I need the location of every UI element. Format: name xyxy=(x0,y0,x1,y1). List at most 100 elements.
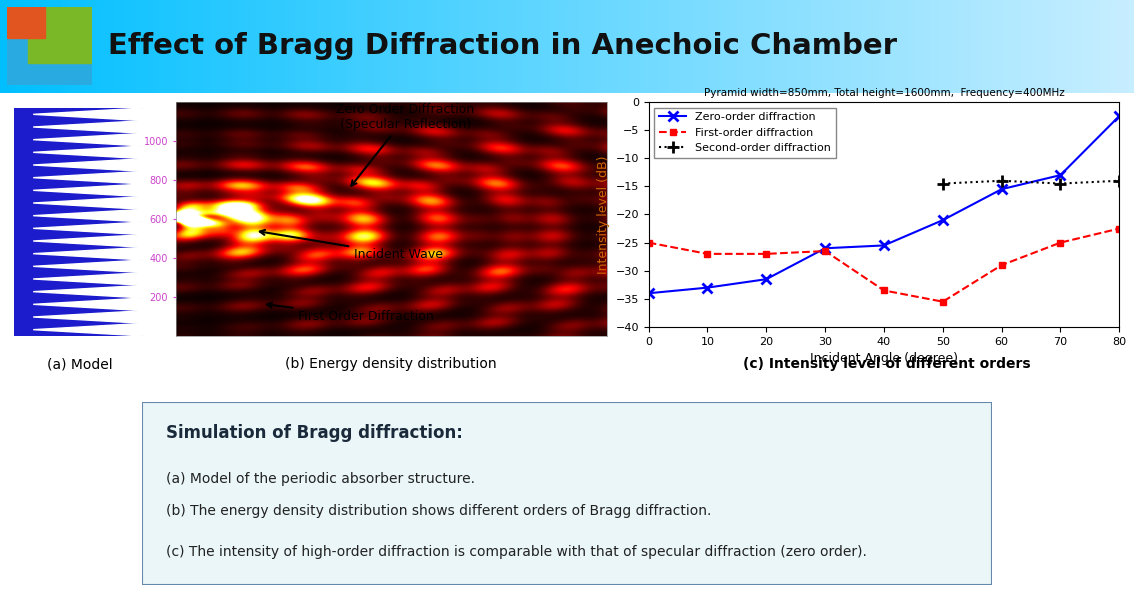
Polygon shape xyxy=(33,172,144,184)
Bar xyxy=(170,0,177,93)
Bar xyxy=(272,0,279,93)
Bar xyxy=(686,0,693,93)
Bar xyxy=(930,0,937,93)
Bar xyxy=(499,0,506,93)
Bar xyxy=(34,0,41,93)
Bar xyxy=(902,0,908,93)
Bar xyxy=(816,0,823,93)
Bar xyxy=(391,0,398,93)
Bar xyxy=(607,0,613,93)
Bar xyxy=(646,0,653,93)
Bar xyxy=(675,0,682,93)
Bar xyxy=(465,0,472,93)
Bar xyxy=(510,0,517,93)
Bar xyxy=(822,0,829,93)
Bar xyxy=(850,0,857,93)
Bar xyxy=(992,0,999,93)
Bar xyxy=(51,0,58,93)
Zero-order diffraction xyxy=(819,245,832,252)
Bar xyxy=(522,0,528,93)
Bar xyxy=(539,0,545,93)
Bar xyxy=(28,0,35,93)
Bar xyxy=(176,0,183,93)
Bar xyxy=(964,0,971,93)
Bar xyxy=(17,0,24,93)
Bar xyxy=(788,0,795,93)
Bar xyxy=(1123,0,1129,93)
Bar xyxy=(227,0,234,93)
Bar xyxy=(14,298,144,311)
Bar xyxy=(11,0,18,93)
Bar xyxy=(544,0,551,93)
Bar xyxy=(323,0,330,93)
Bar xyxy=(1100,0,1107,93)
Bar xyxy=(221,0,228,93)
Bar xyxy=(505,0,511,93)
Bar xyxy=(14,235,144,247)
Bar xyxy=(975,0,982,93)
Bar xyxy=(85,0,92,93)
Bar xyxy=(669,0,676,93)
Bar xyxy=(471,0,477,93)
Bar xyxy=(805,0,812,93)
Second-order diffraction xyxy=(1053,180,1067,187)
Bar xyxy=(714,0,721,93)
Bar xyxy=(567,0,574,93)
First-order diffraction xyxy=(1112,225,1126,232)
Polygon shape xyxy=(33,197,144,209)
Polygon shape xyxy=(33,133,144,146)
Bar xyxy=(14,184,144,197)
Title: Pyramid width=850mm, Total height=1600mm,  Frequency=400MHz: Pyramid width=850mm, Total height=1600mm… xyxy=(703,88,1065,98)
Bar xyxy=(459,0,466,93)
Line: Zero-order diffraction: Zero-order diffraction xyxy=(644,111,1124,298)
Bar xyxy=(839,0,846,93)
Bar xyxy=(828,0,835,93)
Bar xyxy=(760,0,767,93)
Bar xyxy=(1106,0,1112,93)
Bar xyxy=(692,0,699,93)
Bar xyxy=(249,0,256,93)
Bar xyxy=(14,133,144,146)
Bar xyxy=(408,0,415,93)
Bar xyxy=(833,0,840,93)
Zero-order diffraction xyxy=(701,284,714,291)
Bar xyxy=(703,0,710,93)
Bar xyxy=(340,0,347,93)
Bar xyxy=(879,0,886,93)
Bar xyxy=(1111,0,1118,93)
Text: (c) Intensity level of different orders: (c) Intensity level of different orders xyxy=(743,357,1031,371)
Bar xyxy=(731,0,738,93)
Bar xyxy=(352,0,358,93)
Bar xyxy=(1128,0,1134,93)
Bar xyxy=(612,0,619,93)
Text: First Order Diffraction: First Order Diffraction xyxy=(266,302,434,323)
Bar xyxy=(261,0,268,93)
Zero-order diffraction xyxy=(642,290,655,297)
Bar xyxy=(845,0,852,93)
Zero-order diffraction xyxy=(1112,112,1126,119)
Polygon shape xyxy=(33,209,144,222)
Bar xyxy=(40,0,46,93)
Polygon shape xyxy=(33,158,144,172)
Bar xyxy=(108,0,115,93)
Bar xyxy=(14,311,144,323)
Polygon shape xyxy=(33,121,144,133)
Bar xyxy=(913,0,920,93)
Bar xyxy=(289,0,296,93)
Bar xyxy=(958,0,965,93)
Zero-order diffraction xyxy=(995,185,1008,193)
Polygon shape xyxy=(33,108,144,121)
Bar xyxy=(14,272,144,286)
Bar xyxy=(811,0,818,93)
Bar xyxy=(743,0,750,93)
Bar xyxy=(595,0,602,93)
First-order diffraction xyxy=(819,247,832,254)
Text: (b) The energy density distribution shows different orders of Bragg diffraction.: (b) The energy density distribution show… xyxy=(166,505,711,518)
Bar xyxy=(301,0,307,93)
Bar xyxy=(907,0,914,93)
Bar xyxy=(1009,0,1016,93)
Bar xyxy=(652,0,659,93)
Bar xyxy=(1015,0,1022,93)
Bar xyxy=(7,58,92,85)
Bar xyxy=(28,7,92,64)
